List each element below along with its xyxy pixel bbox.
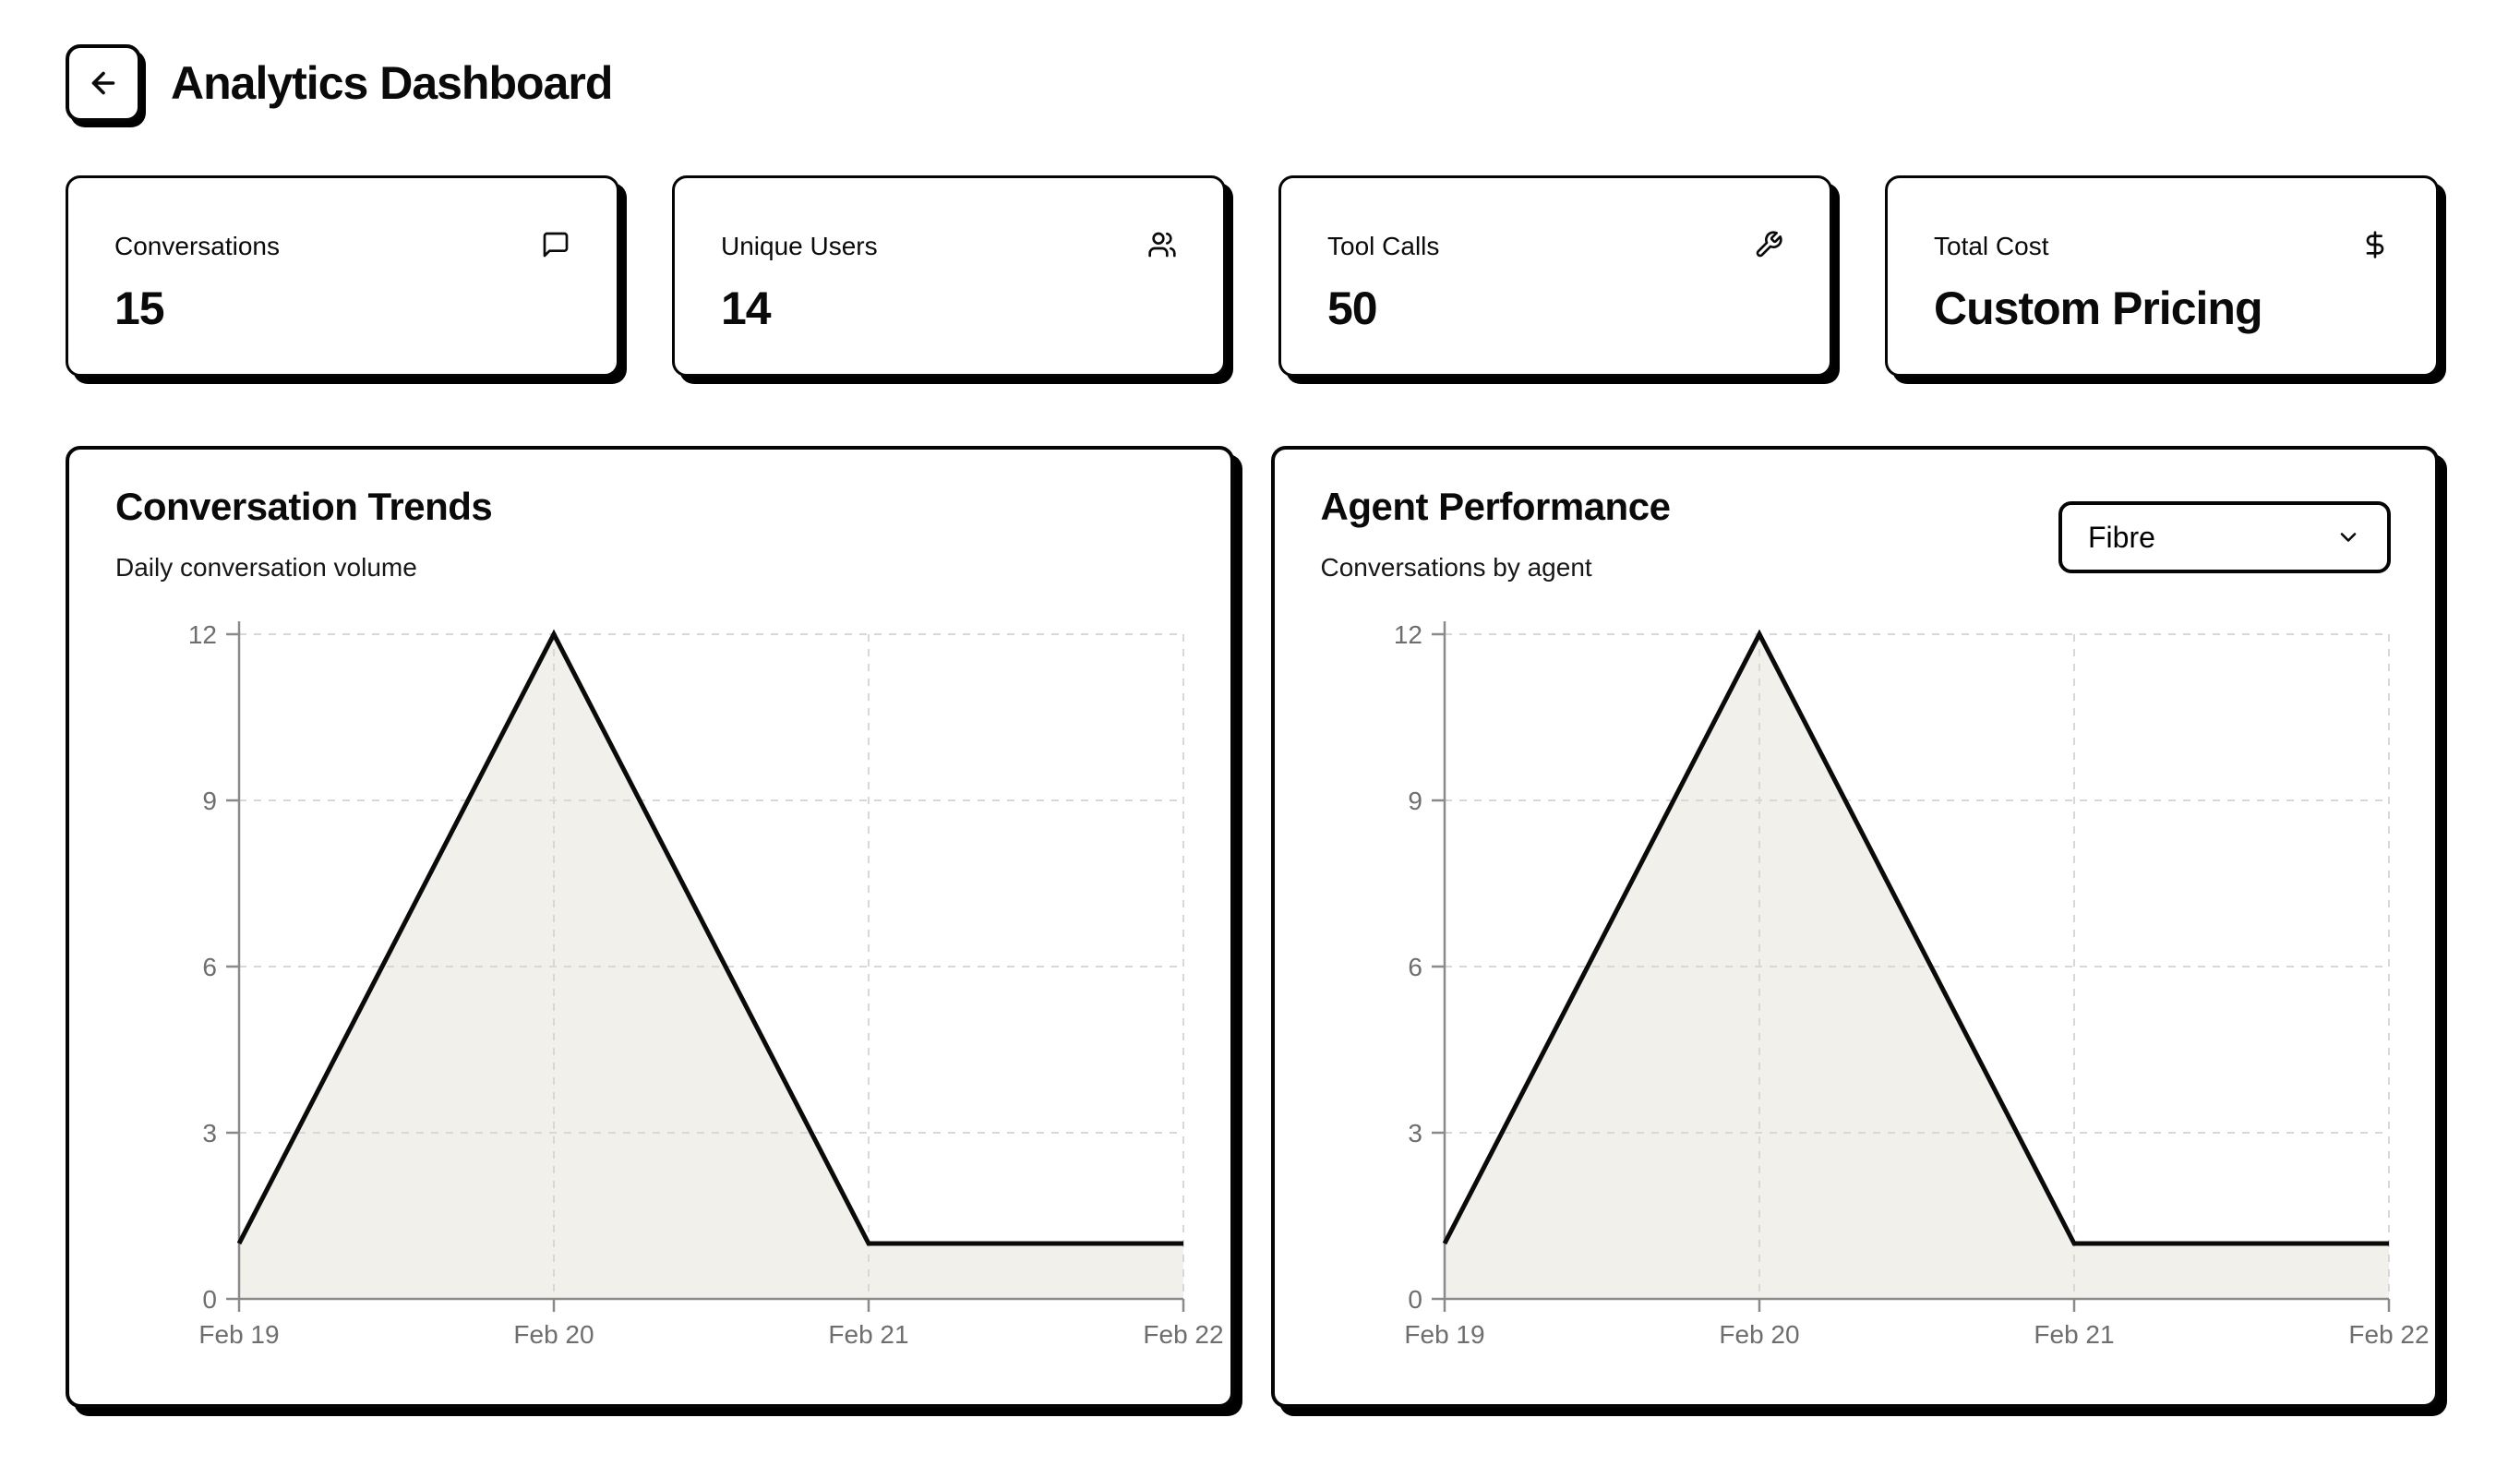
back-button[interactable] — [66, 44, 141, 122]
agent-select-value: Fibre — [2088, 520, 2155, 554]
users-icon — [1148, 232, 1176, 258]
svg-text:9: 9 — [202, 787, 217, 815]
svg-text:Feb 19: Feb 19 — [198, 1320, 279, 1349]
svg-text:6: 6 — [1408, 953, 1422, 981]
svg-text:3: 3 — [202, 1119, 217, 1148]
wrench-icon — [1756, 231, 1782, 258]
conversation-trends-card: Conversation Trends Daily conversation v… — [66, 446, 1234, 1408]
stat-label: Tool Calls — [1327, 232, 1440, 260]
chevron-down-icon — [2340, 533, 2357, 542]
stat-label: Conversations — [114, 232, 280, 260]
svg-text:3: 3 — [1408, 1119, 1422, 1148]
stat-card-conversations: Conversations 15 — [66, 175, 619, 377]
svg-text:Feb 22: Feb 22 — [1143, 1320, 1223, 1349]
svg-text:6: 6 — [202, 953, 217, 981]
dollar-sign-icon — [2366, 231, 2384, 258]
charts-row: Conversation Trends Daily conversation v… — [66, 446, 2439, 1408]
stats-row: Conversations 15 Unique Users 14 Tool Ca… — [66, 175, 2439, 377]
svg-text:Feb 19: Feb 19 — [1404, 1320, 1484, 1349]
stat-value: 15 — [114, 282, 165, 334]
svg-text:Feb 21: Feb 21 — [2034, 1320, 2114, 1349]
header: Analytics Dashboard — [66, 44, 2439, 122]
conversation-trends-area-chart: 0 3 6 9 12 Feb 19 Feb 20 Feb 21 Feb 22 — [69, 605, 1230, 1371]
chart-subtitle: Daily conversation volume — [115, 553, 417, 582]
agent-select-dropdown[interactable]: Fibre — [2058, 501, 2391, 573]
stat-value: 50 — [1327, 282, 1378, 334]
svg-text:12: 12 — [188, 620, 217, 649]
svg-text:0: 0 — [202, 1285, 217, 1314]
svg-text:Feb 21: Feb 21 — [828, 1320, 908, 1349]
stat-card-total-cost: Total Cost Custom Pricing — [1885, 175, 2439, 377]
stat-label: Unique Users — [721, 232, 878, 260]
svg-text:Feb 20: Feb 20 — [513, 1320, 594, 1349]
agent-performance-area-chart: 0 3 6 9 12 Feb 19 Feb 20 Feb 21 Feb 22 — [1275, 605, 2436, 1371]
stat-value: Custom Pricing — [1934, 282, 2262, 334]
svg-text:0: 0 — [1408, 1285, 1422, 1314]
message-square-icon — [543, 232, 569, 258]
arrow-left-icon — [91, 71, 115, 95]
stat-card-tool-calls: Tool Calls 50 — [1278, 175, 1832, 377]
svg-text:9: 9 — [1408, 787, 1422, 815]
agent-performance-card: Agent Performance Conversations by agent… — [1270, 446, 2439, 1408]
stat-label: Total Cost — [1934, 232, 2049, 260]
svg-text:Feb 20: Feb 20 — [1719, 1320, 1799, 1349]
stat-card-unique-users: Unique Users 14 — [672, 175, 1226, 377]
chart-subtitle: Conversations by agent — [1320, 553, 1592, 582]
chart-title: Conversation Trends — [115, 485, 493, 528]
stat-value: 14 — [721, 282, 772, 334]
svg-text:Feb 22: Feb 22 — [2348, 1320, 2429, 1349]
chart-title: Agent Performance — [1320, 485, 1671, 528]
svg-text:12: 12 — [1393, 620, 1422, 649]
page-title: Analytics Dashboard — [171, 57, 613, 109]
